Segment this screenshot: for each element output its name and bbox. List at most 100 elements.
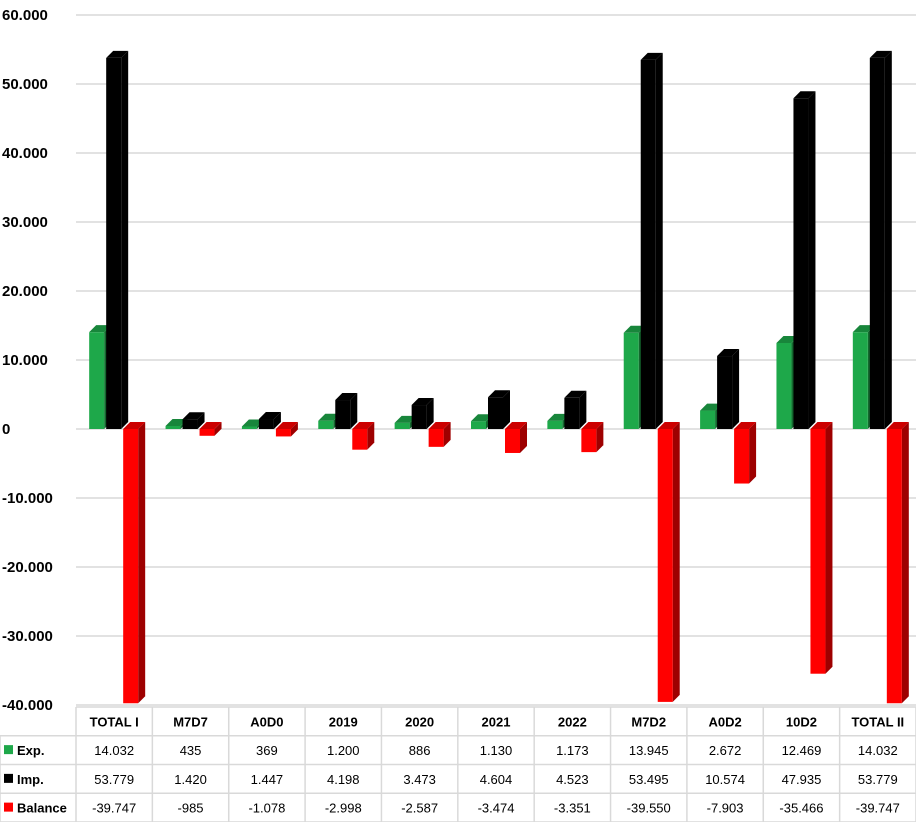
x-tick-label: 2019 [329,714,358,729]
x-tick-label: 2021 [482,714,511,729]
data-label: -7.903 [707,801,744,816]
bar-side [443,422,451,447]
bar-top [411,398,434,406]
bar-front [275,429,291,437]
bar-front [182,419,198,429]
bar [581,422,604,453]
y-tick-label: -20.000 [2,559,53,576]
bar-top [106,50,129,58]
data-label: 14.032 [858,743,898,758]
bar-side [884,50,892,430]
bar-top [199,422,222,429]
bar-front [623,332,639,429]
bar-front [488,397,503,429]
bar-front [428,429,444,447]
bar-side [273,412,281,429]
bar-top [123,422,146,429]
bar-top [165,418,188,426]
bar-top [581,422,604,429]
data-label: -985 [178,801,204,816]
data-label: 1.200 [327,743,360,758]
bar-front [199,429,215,436]
bar-front [869,57,885,430]
bar-front [241,426,257,429]
y-tick-label: -10.000 [2,490,53,507]
legend-key [4,745,13,755]
bar-front [657,429,673,702]
bar-side [672,422,680,702]
data-label: 435 [180,743,202,758]
bar-front [886,429,902,704]
x-tick-label: TOTAL II [851,714,904,729]
bar-top [352,422,375,429]
bar-side [367,422,375,450]
x-tick-label: A0D0 [250,714,283,729]
bar-top [869,50,892,58]
bar-front [734,429,750,484]
data-label: 4.523 [556,772,589,787]
bar-front [793,98,809,429]
bar-side [350,393,358,429]
bar-side [749,422,757,484]
bar [564,390,587,429]
bar-front [394,422,410,429]
x-tick-label: M7D7 [173,714,208,729]
bar-side [520,422,527,453]
x-tick-label: M7D2 [631,714,666,729]
y-tick-label: 20.000 [2,283,48,300]
data-label: 1.420 [174,772,207,787]
bar-front [411,405,427,429]
bar [352,422,375,450]
data-label: -1.078 [248,801,285,816]
data-label: 1.173 [556,743,589,758]
bar-front [700,410,716,429]
bar-front [106,57,122,430]
y-tick-label: 60.000 [2,7,48,24]
y-tick-label: 0 [2,421,10,438]
data-label: 53.779 [94,772,134,787]
bar-side [426,398,434,429]
data-label: 4.604 [480,772,513,787]
bar [657,422,680,702]
data-table: TOTAL I M7D7 A0D0 2019 2020 2021 2022 M7D2 A0D2 1… [0,706,916,822]
bar-front [335,400,351,429]
data-label: 47.935 [782,772,822,787]
bar-top [776,335,799,343]
bar [793,91,816,429]
legend-key [4,802,13,812]
bar [411,398,434,429]
bar-top [886,422,909,429]
bar-top [717,349,740,357]
bar-side [503,390,510,429]
bar-top [810,422,833,429]
data-label: 10.574 [705,772,745,787]
data-label: 3.473 [403,772,436,787]
bar [182,412,205,429]
bar-side [290,422,298,437]
bar [258,412,281,429]
bar-front [165,425,181,429]
bar-front [471,421,486,429]
bar-top [428,422,451,429]
data-label: 13.945 [629,743,669,758]
x-tick-label: 10D2 [786,714,817,729]
data-label: -2.998 [325,801,362,816]
bar-top [793,91,816,99]
bar-front [640,59,656,430]
data-label: 2.672 [709,743,742,758]
y-tick-label: 30.000 [2,214,48,231]
bar-front [352,429,368,450]
bar-side [655,52,663,430]
bar [640,52,663,430]
data-label: 53.495 [629,772,669,787]
bars [89,50,909,704]
data-label: 53.779 [858,772,898,787]
bar-front [852,332,868,429]
data-label: -35.466 [779,801,823,816]
bar-top [657,422,680,429]
y-tick-label: 40.000 [2,145,48,162]
bar-top [89,325,112,333]
bar-top [700,403,723,411]
bar-side [138,422,146,704]
legend-label: Balance [17,801,67,816]
